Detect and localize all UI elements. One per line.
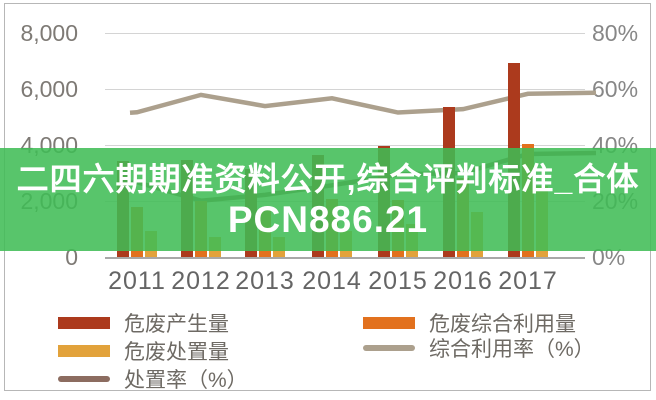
overlay-banner: 二四六期期准资料公开,综合评判标准_合体 PCN886.21 [0,148,656,251]
utilization-amount-swatch-icon [363,317,415,329]
left-axis-tick: 8,000 [20,20,78,46]
disposal-amount-swatch-icon [58,345,110,357]
disposal-rate-line-icon [58,376,110,382]
banner-code: PCN886.21 [227,198,429,240]
x-tick-2014: 2014 [302,267,362,295]
left-axis-tick: 6,000 [20,76,78,102]
legend-label: 危废综合利用量 [429,313,576,336]
x-tick-2017: 2017 [498,267,558,295]
legend-label: 处置率（%） [124,369,248,392]
banner-title: 二四六期期准资料公开,综合评判标准_合体 [16,160,640,197]
legend-item-utilization-amount: 危废综合利用量 [363,308,576,338]
legend-item-generation: 危废产生量 [58,308,229,338]
right-axis-tick: 80% [592,20,639,46]
gridline [105,33,585,34]
x-axis-line [105,257,585,259]
x-tick-2011: 2011 [108,267,166,295]
utilization-rate-line [129,90,597,115]
legend-label: 危废产生量 [124,313,229,336]
x-tick-2013: 2013 [235,267,295,295]
legend-label: 危废处置量 [124,341,229,364]
gridline [105,145,585,146]
utilization-rate-line-icon [363,345,415,351]
generation-swatch-icon [58,317,110,329]
legend-item-disposal-rate: 处置率（%） [58,364,248,394]
x-tick-2012: 2012 [171,267,231,295]
x-tick-2015: 2015 [368,267,428,295]
gridline [105,89,585,90]
legend-item-disposal-amount: 危废处置量 [58,336,229,366]
x-tick-2016: 2016 [433,267,493,295]
legend-label: 综合利用率（%） [429,338,595,361]
legend-item-utilization-rate: 综合利用率（%） [363,333,595,363]
right-axis-tick: 60% [592,76,639,102]
